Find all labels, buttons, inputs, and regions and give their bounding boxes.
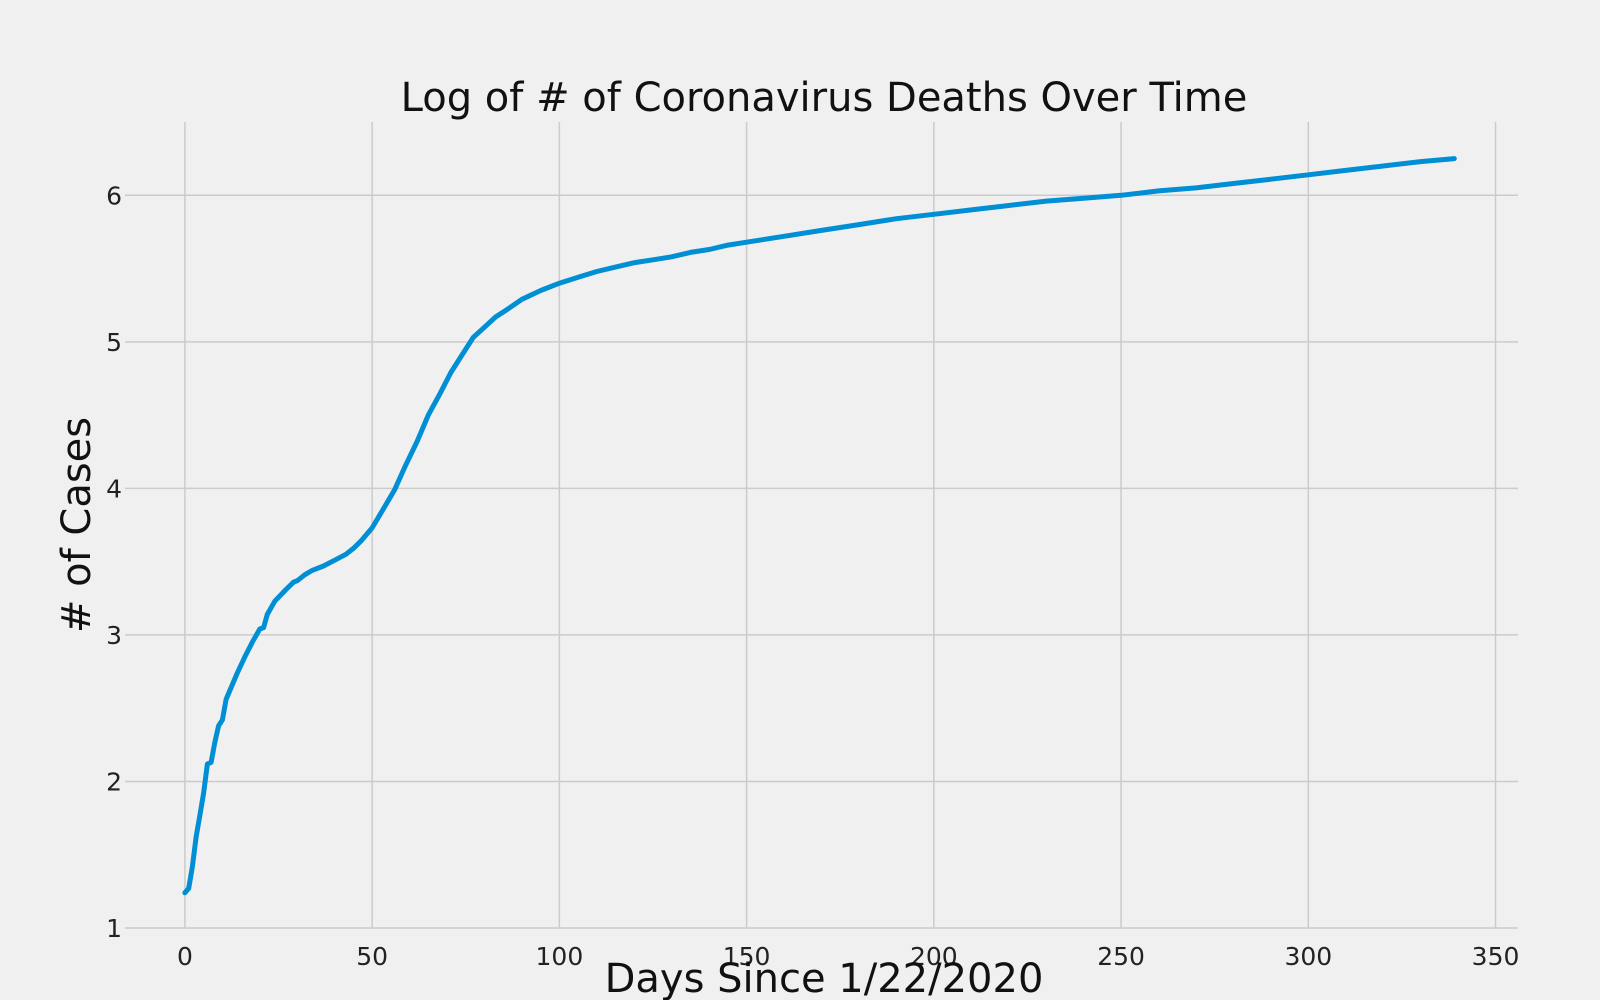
x-tick-label: 350 xyxy=(1472,942,1520,971)
series-lines xyxy=(182,156,1457,896)
y-tick-label: 2 xyxy=(106,767,122,796)
y-axis-label: # of Cases xyxy=(54,417,100,633)
x-tick-label: 100 xyxy=(536,942,584,971)
x-tick-label: 200 xyxy=(910,942,958,971)
x-tick-label: 300 xyxy=(1284,942,1332,971)
x-axis-label: Days Since 1/22/2020 xyxy=(605,956,1044,1000)
y-tick-label: 1 xyxy=(106,914,122,943)
x-tick-label: 250 xyxy=(1097,942,1145,971)
y-tick-label: 4 xyxy=(106,474,122,503)
x-tick-label: 50 xyxy=(356,942,388,971)
series-line xyxy=(182,156,1457,896)
grid-lines xyxy=(125,122,1518,929)
chart-title: Log of # of Coronavirus Deaths Over Time xyxy=(401,75,1248,121)
x-tick-label: 150 xyxy=(723,942,771,971)
x-tick-label: 0 xyxy=(177,942,193,971)
y-tick-label: 6 xyxy=(106,181,122,210)
y-tick-label: 3 xyxy=(106,621,122,650)
tick-labels: 0 50 100 150 200 250 300 350 1 2 3 4 5 6 xyxy=(106,181,1519,971)
y-tick-label: 5 xyxy=(106,328,122,357)
